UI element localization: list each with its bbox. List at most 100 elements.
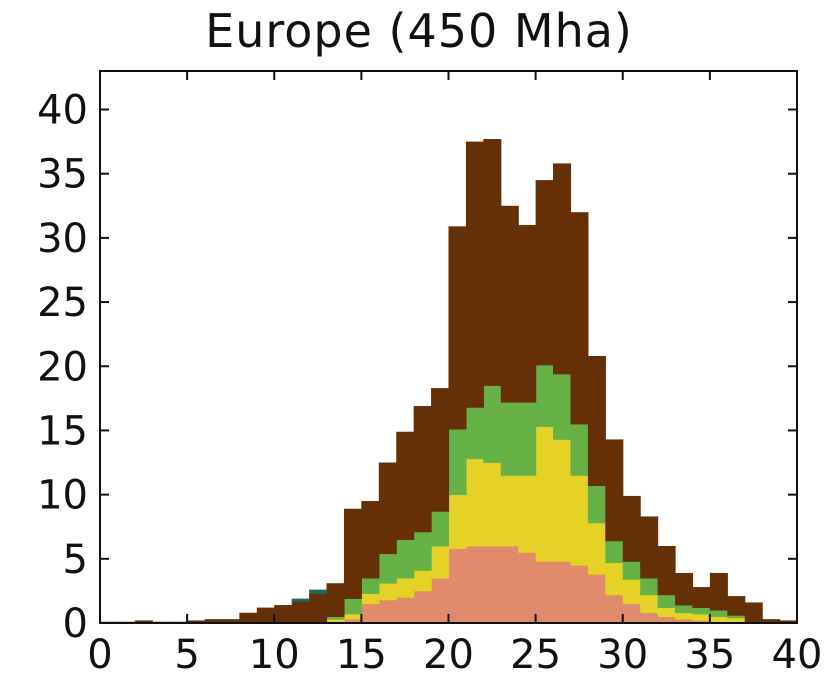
- bar-s1-bin25: [535, 426, 554, 562]
- bar-s1-bin30: [622, 579, 641, 605]
- bar-s3-bin39: [779, 620, 798, 624]
- bar-s3-bin32: [657, 545, 676, 596]
- bar-s0-bin26: [553, 561, 572, 624]
- bar-s3-bin18: [413, 406, 432, 533]
- histogram-bars: [100, 139, 798, 624]
- bar-s2-bin34: [692, 607, 711, 615]
- bar-s0-bin28: [587, 574, 606, 624]
- bar-s1-bin19: [431, 545, 450, 579]
- chart-title: Europe (450 Mha): [205, 4, 633, 58]
- bar-s0-bin15: [361, 603, 380, 624]
- bar-s3-bin27: [570, 212, 589, 425]
- bar-s1-bin13: [326, 619, 345, 623]
- bar-s3-bin31: [640, 516, 659, 579]
- bar-s1-bin32: [657, 607, 676, 617]
- bar-s2-bin22: [483, 385, 502, 463]
- bar-s0-bin29: [605, 594, 624, 624]
- bar-s3-bin26: [553, 163, 572, 375]
- y-tick-label-35: 35: [37, 152, 88, 198]
- bar-s0-bin21: [465, 545, 484, 624]
- bar-s1-bin17: [396, 578, 415, 598]
- bar-s3-bin15: [361, 501, 380, 579]
- bar-s2-bin16: [378, 553, 397, 584]
- bar-s3-bin7: [221, 619, 240, 624]
- bar-s2-bin18: [413, 531, 432, 571]
- bar-s3-bin21: [465, 141, 484, 408]
- x-tick-label-0: 0: [87, 632, 112, 678]
- bar-s3-bin12: [309, 593, 328, 623]
- bar-s3-bin17: [396, 431, 415, 540]
- bar-s1-bin24: [518, 475, 537, 553]
- bar-s1-bin34: [692, 614, 711, 621]
- bar-s1-bin18: [413, 570, 432, 592]
- bar-s0-bin18: [413, 590, 432, 624]
- bar-s3-bin6: [204, 619, 223, 624]
- bar-s3-bin20: [448, 226, 467, 430]
- bar-s2-bin28: [587, 485, 606, 524]
- bar-s3-bin11: [291, 601, 310, 624]
- bar-s3-bin30: [622, 495, 641, 562]
- bar-s2-bin24: [518, 402, 537, 476]
- bar-s3-bin23: [500, 205, 519, 403]
- bar-s4-bin12: [309, 589, 328, 594]
- bar-s1-bin16: [378, 583, 397, 601]
- x-tick-label-5: 5: [174, 632, 199, 678]
- bar-s2-bin13: [326, 616, 345, 620]
- bar-s3-bin13: [326, 583, 345, 617]
- bar-s0-bin20: [448, 548, 467, 624]
- bar-s1-bin33: [675, 612, 694, 620]
- bar-s1-bin27: [570, 475, 589, 566]
- y-tick-label-30: 30: [37, 216, 88, 262]
- bar-s3-bin28: [587, 355, 606, 487]
- bar-s2-bin30: [622, 561, 641, 580]
- bar-s0-bin33: [675, 619, 694, 624]
- bar-s0-bin27: [570, 565, 589, 624]
- bar-s3-bin9: [256, 607, 275, 624]
- bar-s1-bin21: [465, 458, 484, 547]
- bar-s0-bin32: [657, 616, 676, 624]
- bar-s2-bin15: [361, 578, 380, 594]
- bar-s0-bin31: [640, 612, 659, 624]
- y-tick-label-40: 40: [37, 88, 88, 134]
- x-tick-label-10: 10: [249, 632, 300, 678]
- axis-ticks: [99, 71, 798, 624]
- y-tick-label-10: 10: [37, 473, 88, 519]
- bar-s1-bin22: [483, 462, 502, 547]
- bar-s2-bin36: [727, 615, 746, 619]
- y-tick-label-25: 25: [37, 280, 88, 326]
- x-tick-label-30: 30: [597, 632, 648, 678]
- bar-s1-bin15: [361, 593, 380, 605]
- bar-s3-bin10: [274, 605, 293, 624]
- bar-s2-bin27: [570, 424, 589, 476]
- bar-s1-bin29: [605, 562, 624, 596]
- bar-s2-bin19: [431, 511, 450, 547]
- bar-s2-bin21: [465, 407, 484, 460]
- bar-s3-bin25: [535, 180, 554, 366]
- x-tick-label-35: 35: [684, 632, 735, 678]
- bar-s3-bin29: [605, 439, 624, 542]
- bar-s0-bin25: [535, 561, 554, 624]
- y-tick-label-20: 20: [37, 344, 88, 390]
- bar-s0-bin22: [483, 545, 502, 624]
- bar-s0-bin14: [343, 619, 362, 624]
- bar-s3-bin5: [187, 620, 206, 624]
- bar-s0-bin34: [692, 620, 711, 624]
- bar-s3-bin14: [343, 508, 362, 600]
- bar-s1-bin20: [448, 494, 467, 549]
- x-tick-labels: 0 5 10 15 20 25 30 35 40: [87, 632, 822, 678]
- bar-s1-bin36: [727, 617, 746, 623]
- y-tick-label-15: 15: [37, 408, 88, 454]
- bar-s3-bin2: [134, 620, 153, 624]
- x-tick-label-25: 25: [510, 632, 561, 678]
- y-tick-label-5: 5: [63, 537, 88, 583]
- bar-s0-bin17: [396, 597, 415, 624]
- bar-s3-bin24: [518, 225, 537, 403]
- bar-s1-bin26: [553, 439, 572, 562]
- bar-s1-bin31: [640, 594, 659, 614]
- bar-s3-bin37: [744, 602, 763, 624]
- bar-s3-bin33: [675, 572, 694, 606]
- bar-s2-bin17: [396, 539, 415, 579]
- bar-s0-bin30: [622, 603, 641, 624]
- bar-s3-bin19: [431, 388, 450, 512]
- x-tick-label-20: 20: [423, 632, 474, 678]
